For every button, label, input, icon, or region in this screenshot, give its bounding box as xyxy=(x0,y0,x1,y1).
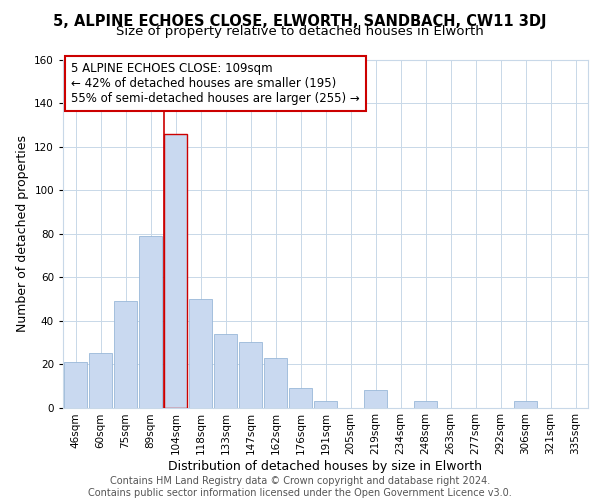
Text: Size of property relative to detached houses in Elworth: Size of property relative to detached ho… xyxy=(116,25,484,38)
Bar xyxy=(89,353,112,408)
Bar xyxy=(189,299,212,408)
Text: 5, ALPINE ECHOES CLOSE, ELWORTH, SANDBACH, CW11 3DJ: 5, ALPINE ECHOES CLOSE, ELWORTH, SANDBAC… xyxy=(53,14,547,29)
Y-axis label: Number of detached properties: Number of detached properties xyxy=(16,135,29,332)
Bar xyxy=(139,236,162,408)
Bar xyxy=(64,362,87,408)
Bar xyxy=(239,342,262,407)
Text: 5 ALPINE ECHOES CLOSE: 109sqm
← 42% of detached houses are smaller (195)
55% of : 5 ALPINE ECHOES CLOSE: 109sqm ← 42% of d… xyxy=(71,62,359,104)
Bar xyxy=(414,401,437,407)
Bar xyxy=(514,401,537,407)
Bar xyxy=(214,334,237,407)
Bar xyxy=(314,401,337,407)
Bar xyxy=(164,134,187,407)
Text: Contains HM Land Registry data © Crown copyright and database right 2024.
Contai: Contains HM Land Registry data © Crown c… xyxy=(88,476,512,498)
Bar xyxy=(289,388,312,407)
Bar xyxy=(264,358,287,408)
Bar xyxy=(364,390,387,407)
X-axis label: Distribution of detached houses by size in Elworth: Distribution of detached houses by size … xyxy=(169,460,482,473)
Bar xyxy=(114,301,137,408)
